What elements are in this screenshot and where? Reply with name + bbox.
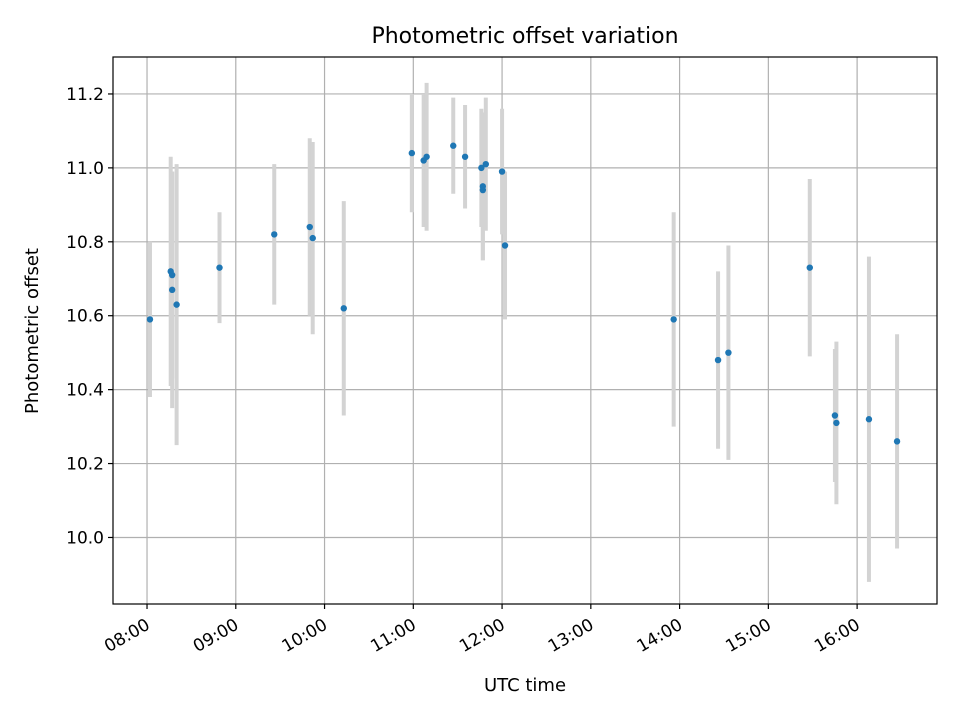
y-tick-label: 10.4: [66, 381, 104, 401]
plot-frame: [112, 56, 938, 605]
data-point: [461, 153, 469, 160]
data-point: [806, 264, 813, 271]
data-point: [725, 349, 732, 356]
grid: [113, 57, 937, 604]
data-point: [146, 316, 154, 323]
y-axis-label: Photometric offset: [22, 248, 43, 414]
data-point: [309, 234, 316, 242]
data-point: [340, 305, 347, 312]
data-points: [146, 142, 901, 445]
data-point: [216, 264, 223, 271]
y-tick-label: 11.2: [66, 85, 104, 105]
data-point: [670, 316, 677, 323]
x-axis-label: UTC time: [484, 675, 566, 696]
y-tick-label: 11.0: [66, 159, 104, 179]
data-point: [865, 416, 873, 423]
data-point: [168, 271, 176, 279]
data-point: [893, 438, 901, 445]
data-point: [271, 231, 278, 238]
data-point: [479, 186, 487, 194]
chart-title: Photometric offset variation: [371, 24, 678, 49]
data-point: [831, 412, 839, 419]
y-axis-ticks: 10.0 10.2 10.4 10.6 10.8 11.0 11.2: [66, 85, 113, 548]
data-point: [482, 160, 489, 168]
y-tick-label: 10.0: [66, 528, 104, 548]
data-point: [714, 356, 722, 364]
data-point: [478, 164, 485, 172]
data-point: [423, 153, 430, 160]
y-tick-label: 10.6: [66, 307, 104, 327]
data-point: [498, 168, 506, 175]
data-point: [450, 142, 457, 149]
data-point: [173, 301, 180, 308]
data-point: [306, 223, 313, 231]
data-point: [833, 419, 840, 427]
data-point: [501, 242, 509, 249]
data-point: [408, 149, 416, 157]
data-point: [168, 286, 176, 294]
y-tick-label: 10.2: [66, 455, 104, 475]
y-tick-label: 10.8: [66, 233, 104, 253]
